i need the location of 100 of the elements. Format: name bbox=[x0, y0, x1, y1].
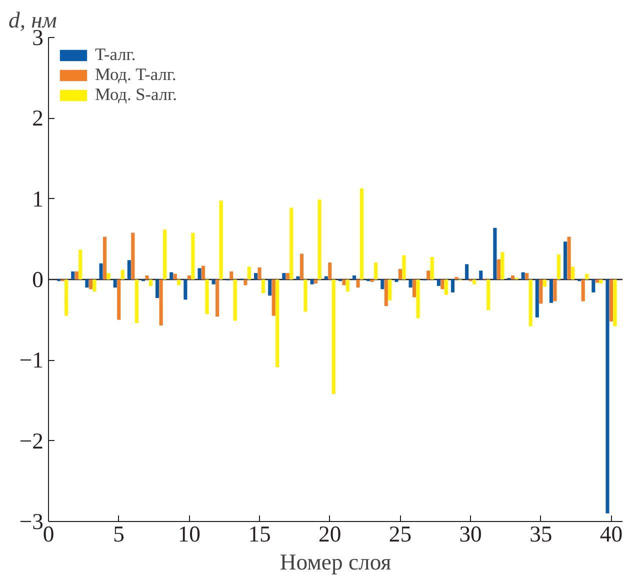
x-tick-label: 20 bbox=[318, 522, 342, 546]
bar bbox=[542, 280, 546, 287]
bar bbox=[258, 267, 262, 280]
bar bbox=[402, 255, 406, 280]
bar bbox=[244, 280, 248, 286]
bar bbox=[599, 280, 603, 284]
bar bbox=[324, 276, 328, 280]
bar bbox=[510, 275, 515, 280]
bar bbox=[268, 280, 272, 296]
bar bbox=[500, 252, 504, 280]
bar bbox=[556, 254, 561, 280]
x-tick-label: 15 bbox=[248, 522, 271, 546]
bar bbox=[290, 208, 294, 280]
bar bbox=[493, 228, 497, 280]
bar bbox=[416, 280, 420, 318]
bar bbox=[219, 200, 223, 280]
bar bbox=[388, 280, 392, 300]
bar bbox=[88, 280, 92, 290]
bar bbox=[398, 269, 402, 280]
bar bbox=[117, 280, 121, 320]
bar bbox=[581, 280, 585, 302]
x-tick-label: 5 bbox=[113, 522, 125, 546]
bar bbox=[187, 275, 191, 280]
y-tick-label: 0 bbox=[32, 267, 44, 292]
bar bbox=[74, 271, 78, 280]
bar bbox=[216, 280, 220, 317]
y-tick-label: −2 bbox=[19, 428, 44, 454]
bar bbox=[262, 280, 266, 294]
bar bbox=[440, 280, 444, 290]
bar bbox=[205, 280, 209, 314]
bar bbox=[496, 259, 500, 280]
bar bbox=[102, 236, 107, 280]
bar bbox=[201, 266, 206, 280]
bar bbox=[450, 280, 455, 292]
bar bbox=[282, 273, 286, 280]
bar bbox=[609, 280, 614, 322]
bar bbox=[64, 280, 68, 316]
bar bbox=[272, 280, 276, 316]
bar bbox=[230, 271, 234, 280]
bar bbox=[198, 268, 202, 280]
y-tick-label: −3 bbox=[19, 509, 44, 534]
bar bbox=[233, 280, 237, 321]
bar bbox=[521, 272, 525, 280]
bar bbox=[113, 280, 117, 288]
bar bbox=[360, 188, 364, 280]
bar bbox=[131, 232, 135, 280]
bar bbox=[352, 275, 356, 280]
bar bbox=[553, 280, 557, 302]
bar bbox=[426, 270, 430, 280]
x-tick-label: 10 bbox=[178, 522, 201, 546]
bar bbox=[99, 263, 103, 280]
bar bbox=[184, 280, 188, 300]
y-tick-label: 2 bbox=[32, 106, 44, 131]
bar bbox=[106, 273, 110, 280]
bar bbox=[564, 242, 568, 280]
bar bbox=[304, 280, 308, 312]
legend-label: Мод. T-алг. bbox=[95, 65, 176, 85]
bar bbox=[539, 280, 543, 304]
bar bbox=[356, 280, 360, 288]
bar bbox=[346, 280, 350, 292]
bar bbox=[328, 262, 332, 280]
bar bbox=[310, 280, 314, 284]
x-axis-title: Номер слоя bbox=[280, 550, 392, 574]
bar bbox=[71, 271, 75, 280]
bar bbox=[374, 262, 378, 280]
bar bbox=[412, 280, 416, 298]
bar bbox=[134, 280, 138, 324]
bar bbox=[528, 280, 532, 326]
bar bbox=[332, 280, 336, 394]
bar bbox=[595, 280, 599, 283]
bar bbox=[430, 256, 434, 280]
bar bbox=[592, 280, 596, 292]
bar bbox=[465, 264, 469, 280]
y-tick-label: −1 bbox=[19, 348, 44, 373]
bar bbox=[120, 270, 124, 280]
legend-label: Мод. S-алг. bbox=[95, 85, 178, 105]
bar bbox=[156, 280, 160, 298]
bar bbox=[479, 270, 483, 280]
bar bbox=[286, 273, 290, 280]
bar bbox=[342, 280, 346, 286]
bar bbox=[436, 280, 440, 286]
bar bbox=[148, 280, 153, 286]
bar bbox=[145, 275, 149, 280]
bar bbox=[380, 280, 384, 290]
bar bbox=[170, 272, 174, 280]
x-tick-label: 25 bbox=[388, 522, 412, 546]
bar bbox=[85, 280, 89, 288]
x-tick-label: 30 bbox=[459, 522, 482, 546]
bar bbox=[408, 280, 412, 288]
y-tick-label: 1 bbox=[32, 186, 44, 212]
bar bbox=[276, 280, 280, 368]
bar bbox=[549, 280, 553, 303]
legend-label: T-алг. bbox=[95, 45, 136, 65]
x-tick-label: 40 bbox=[600, 522, 623, 546]
bar bbox=[92, 280, 96, 292]
bar bbox=[384, 280, 388, 306]
bar bbox=[127, 260, 131, 280]
bar bbox=[300, 254, 304, 280]
bar bbox=[78, 250, 82, 280]
bar bbox=[163, 229, 167, 280]
